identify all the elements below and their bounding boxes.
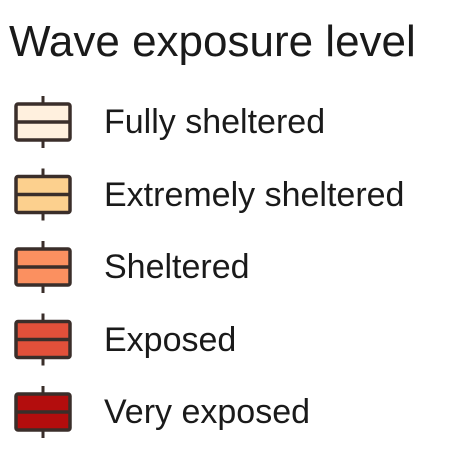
legend-key-3	[14, 241, 72, 293]
legend-key-2	[14, 168, 72, 221]
legend-label-5: Very exposed	[104, 393, 311, 431]
legend-label-3: Sheltered	[104, 248, 250, 286]
legend-title: Wave exposure level	[9, 17, 416, 66]
legend-label-2: Extremely sheltered	[104, 175, 405, 214]
legend-key-1	[14, 96, 72, 148]
legend-key-4	[14, 313, 72, 366]
legend-key-5	[14, 386, 72, 438]
legend-label-4: Exposed	[104, 320, 237, 359]
legend-label-1: Fully sheltered	[104, 103, 326, 141]
